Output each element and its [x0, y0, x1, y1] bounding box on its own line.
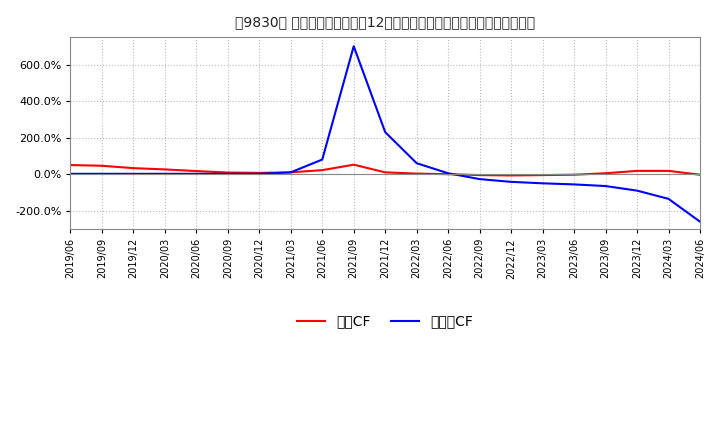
- フリーCF: [444, 171, 452, 176]
- 営業CF: [381, 170, 390, 175]
- 営業CF: [696, 172, 704, 177]
- 営業CF: [665, 168, 673, 173]
- 営業CF: [539, 172, 547, 178]
- フリーCF: [601, 183, 610, 189]
- 営業CF: [633, 168, 642, 173]
- フリーCF: [475, 176, 484, 182]
- 営業CF: [570, 172, 578, 177]
- フリーCF: [381, 129, 390, 135]
- 営業CF: [349, 162, 358, 167]
- フリーCF: [413, 161, 421, 166]
- フリーCF: [287, 170, 295, 175]
- 営業CF: [413, 171, 421, 176]
- フリーCF: [507, 179, 516, 184]
- 営業CF: [475, 172, 484, 178]
- 営業CF: [601, 171, 610, 176]
- 営業CF: [98, 163, 107, 169]
- 営業CF: [129, 165, 138, 171]
- 営業CF: [255, 170, 264, 176]
- 営業CF: [444, 172, 452, 177]
- 営業CF: [161, 167, 169, 172]
- フリーCF: [696, 219, 704, 224]
- フリーCF: [633, 188, 642, 193]
- フリーCF: [539, 181, 547, 186]
- フリーCF: [665, 196, 673, 202]
- フリーCF: [570, 182, 578, 187]
- 営業CF: [318, 168, 327, 173]
- 営業CF: [66, 162, 75, 168]
- フリーCF: [223, 171, 232, 176]
- フリーCF: [129, 171, 138, 176]
- Legend: 営業CF, フリーCF: 営業CF, フリーCF: [292, 309, 479, 334]
- 営業CF: [507, 173, 516, 178]
- フリーCF: [161, 171, 169, 176]
- Title: ［9830］ キャッシュフローの12か月移動合計の対前年同期増減率の推移: ［9830］ キャッシュフローの12か月移動合計の対前年同期増減率の推移: [235, 15, 535, 29]
- フリーCF: [255, 171, 264, 176]
- 営業CF: [192, 169, 201, 174]
- フリーCF: [66, 171, 75, 176]
- フリーCF: [349, 44, 358, 49]
- Line: 営業CF: 営業CF: [71, 165, 700, 176]
- 営業CF: [287, 170, 295, 175]
- Line: フリーCF: フリーCF: [71, 46, 700, 222]
- フリーCF: [98, 171, 107, 176]
- フリーCF: [318, 157, 327, 162]
- フリーCF: [192, 171, 201, 176]
- 営業CF: [223, 170, 232, 175]
